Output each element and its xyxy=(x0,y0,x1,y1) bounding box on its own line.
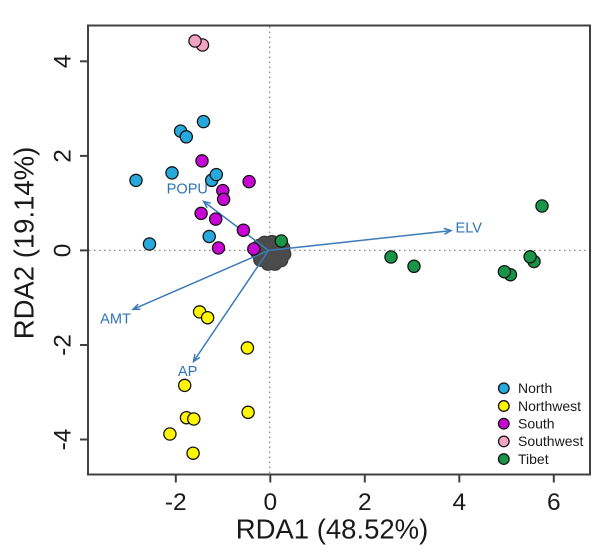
svg-text:AP: AP xyxy=(178,364,197,380)
svg-text:South: South xyxy=(518,416,555,432)
svg-text:POPU: POPU xyxy=(167,182,208,198)
svg-text:North: North xyxy=(518,380,552,396)
svg-text:Northwest: Northwest xyxy=(518,398,581,414)
svg-text:6: 6 xyxy=(547,489,561,516)
svg-text:Southwest: Southwest xyxy=(518,433,583,449)
svg-text:RDA2 (19.14%): RDA2 (19.14%) xyxy=(9,147,40,340)
svg-text:2: 2 xyxy=(50,149,77,163)
svg-text:Tibet: Tibet xyxy=(518,451,549,467)
svg-text:2: 2 xyxy=(358,489,372,516)
svg-text:4: 4 xyxy=(452,489,466,516)
svg-text:0: 0 xyxy=(50,244,77,258)
svg-text:-2: -2 xyxy=(50,334,77,356)
svg-text:-2: -2 xyxy=(165,489,187,516)
svg-text:0: 0 xyxy=(263,489,277,516)
svg-text:-4: -4 xyxy=(50,429,77,451)
svg-text:AMT: AMT xyxy=(100,311,131,327)
svg-text:4: 4 xyxy=(50,54,77,68)
svg-text:RDA1 (48.52%): RDA1 (48.52%) xyxy=(236,513,429,544)
svg-text:ELV: ELV xyxy=(456,221,483,237)
